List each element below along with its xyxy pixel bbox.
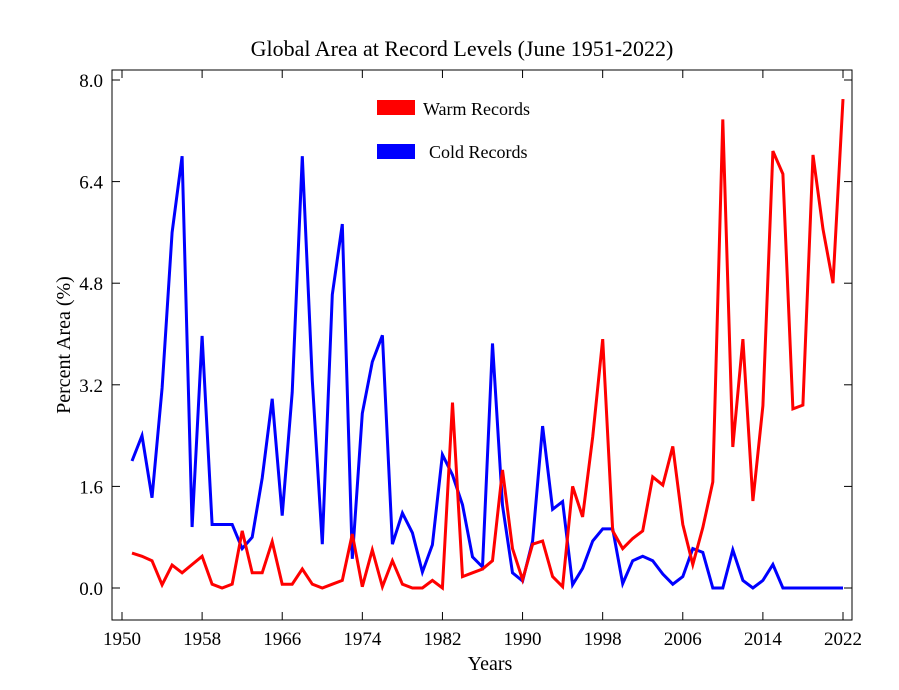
legend-swatch-warm bbox=[377, 100, 415, 115]
y-tick-label: 0.0 bbox=[79, 579, 103, 600]
legend-swatch-cold bbox=[377, 144, 415, 159]
x-tick-label: 1982 bbox=[423, 629, 461, 650]
x-tick-label: 2006 bbox=[664, 629, 702, 650]
x-tick-label: 1998 bbox=[584, 629, 622, 650]
cold-records-line bbox=[130, 156, 843, 590]
x-tick-label: 2022 bbox=[824, 629, 862, 650]
plot-frame bbox=[111, 69, 853, 621]
x-tick-label: 1950 bbox=[103, 629, 141, 650]
legend: Warm Records Cold Records bbox=[377, 99, 530, 162]
y-tick-label: 3.2 bbox=[79, 376, 103, 397]
x-tick-label: 1974 bbox=[343, 629, 382, 650]
chart-title: Global Area at Record Levels (June 1951-… bbox=[251, 36, 674, 61]
x-tick-label: 1990 bbox=[504, 629, 542, 650]
y-tick-label: 8.0 bbox=[79, 71, 103, 92]
y-tick-label: 6.4 bbox=[79, 173, 103, 194]
y-tick-label: 1.6 bbox=[79, 477, 103, 498]
x-tick-label: 1966 bbox=[263, 629, 301, 650]
y-axis-label: Percent Area (%) bbox=[53, 276, 75, 414]
x-tick-label: 2014 bbox=[744, 629, 783, 650]
warm-records-line bbox=[131, 99, 845, 592]
legend-label-warm: Warm Records bbox=[423, 99, 530, 119]
x-tick-label: 1958 bbox=[183, 629, 221, 650]
x-axis-label: Years bbox=[468, 653, 513, 675]
legend-label-cold: Cold Records bbox=[429, 142, 528, 162]
y-tick-label: 4.8 bbox=[79, 274, 103, 295]
